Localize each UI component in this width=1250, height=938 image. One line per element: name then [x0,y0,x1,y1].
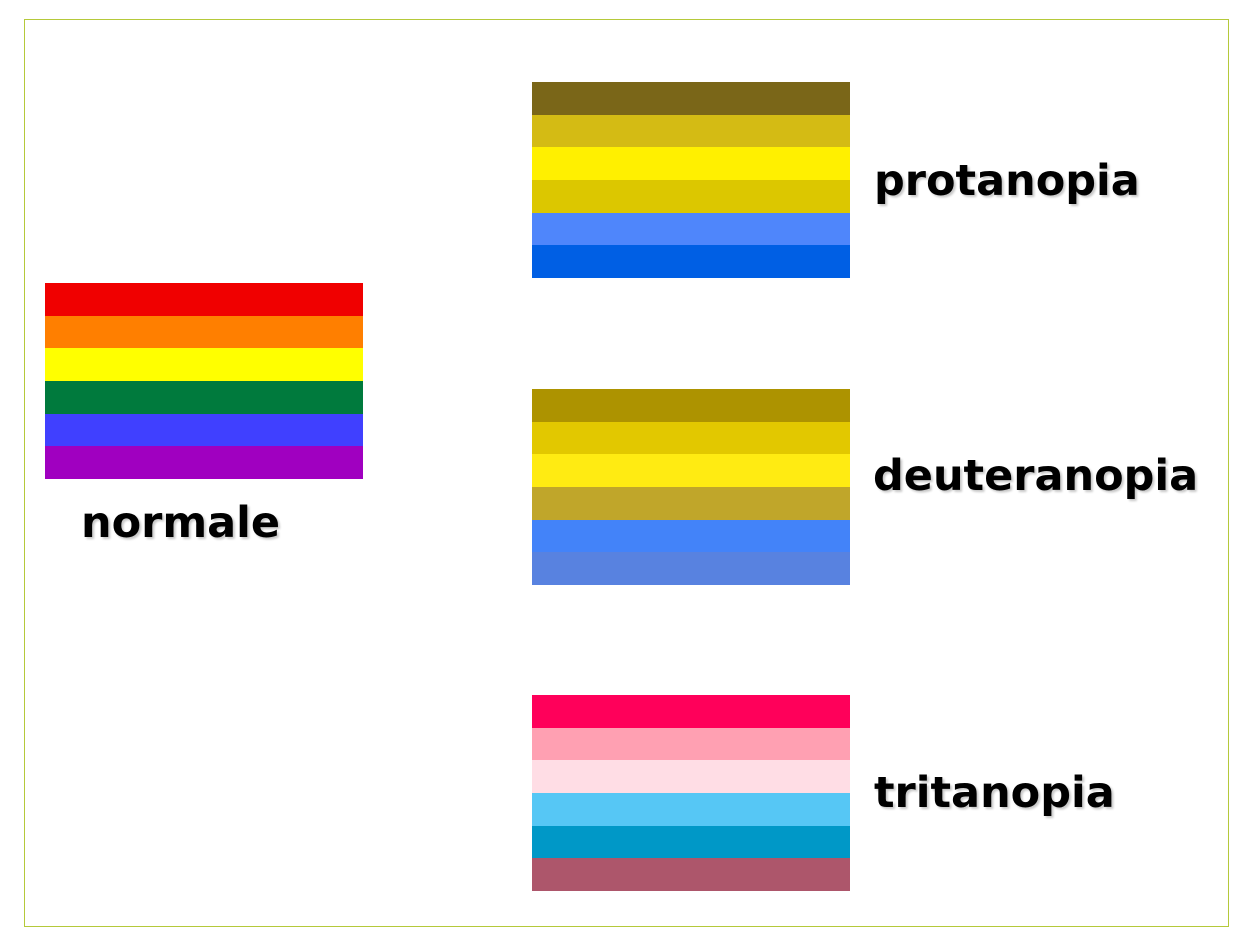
stripe-5 [532,825,850,859]
label-protanopia: protanopia [874,156,1140,206]
stripe-2 [532,727,850,761]
label-normale: normale [81,498,281,548]
stripe-2 [45,315,363,349]
stripe-1 [532,82,850,115]
flag-normale [45,283,363,480]
stripe-4 [532,180,850,213]
label-deuteranopia: deuteranopia [873,451,1199,501]
stripe-3 [532,454,850,488]
label-tritanopia: tritanopia [874,768,1115,818]
stripe-5 [45,413,363,447]
flag-tritanopia [532,695,850,892]
stripe-3 [532,760,850,794]
flag-protanopia [532,82,850,279]
stripe-6 [532,245,850,279]
flag-deuteranopia [532,389,850,586]
stripe-2 [532,114,850,148]
stripe-5 [532,519,850,553]
stripe-6 [45,446,363,480]
stripe-4 [532,793,850,826]
stripe-6 [532,552,850,586]
stripe-6 [532,858,850,892]
stripe-1 [45,283,363,316]
stripe-5 [532,212,850,246]
stripe-2 [532,421,850,455]
stripe-4 [45,381,363,414]
stripe-1 [532,695,850,728]
stripe-3 [532,147,850,181]
stripe-4 [532,487,850,520]
stripe-3 [45,348,363,382]
stripe-1 [532,389,850,422]
